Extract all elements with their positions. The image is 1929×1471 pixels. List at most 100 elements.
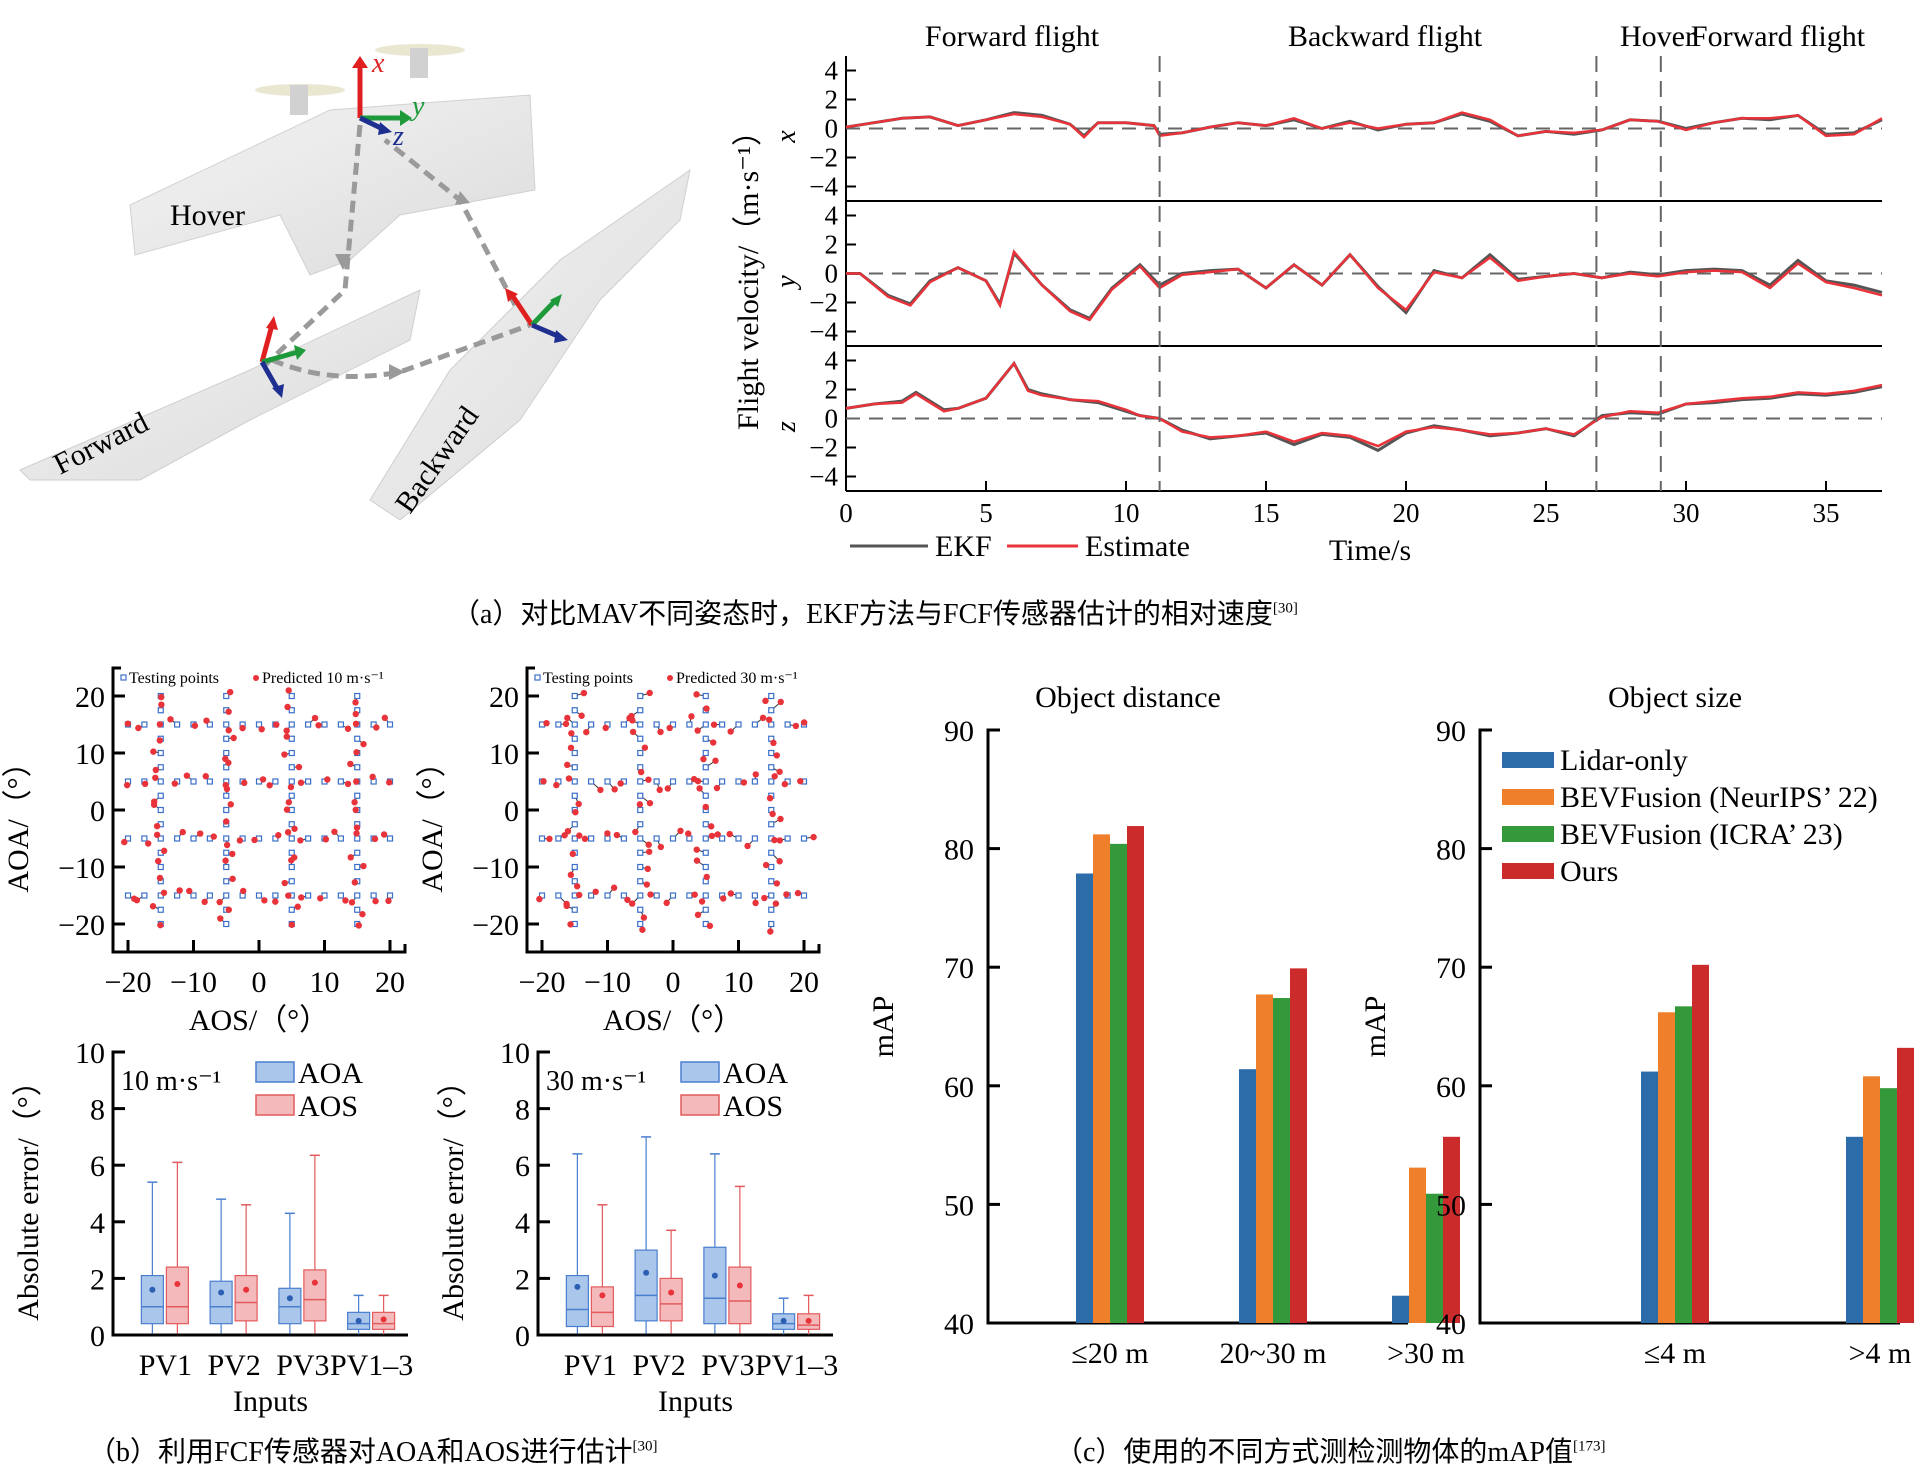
error-link	[290, 860, 293, 868]
predicted-point	[347, 854, 354, 861]
testing-point	[620, 835, 627, 842]
predicted-point	[291, 854, 298, 861]
testing-point	[571, 835, 578, 842]
testing-point	[719, 778, 726, 785]
predicted-point	[121, 838, 128, 846]
testing-point	[337, 835, 344, 842]
testing-point	[768, 749, 775, 757]
chart-title: Object size	[1608, 681, 1742, 714]
x-tick-label: 20~30 m	[1219, 1337, 1326, 1370]
mean-marker	[311, 1279, 318, 1286]
testing-point	[571, 863, 578, 871]
testing-point	[571, 906, 578, 913]
predicted-point	[351, 879, 359, 886]
error-link	[771, 838, 775, 841]
predicted-point	[222, 781, 229, 789]
error-link	[650, 894, 657, 896]
error-link	[160, 850, 165, 854]
testing-point	[288, 863, 295, 871]
error-link	[225, 860, 227, 868]
predicted-point	[604, 830, 611, 837]
error-link	[239, 838, 243, 841]
testing-point	[354, 863, 361, 871]
error-link	[138, 724, 145, 729]
bar-bevfusion-icra-23-	[1880, 1088, 1897, 1323]
testing-point	[637, 735, 644, 742]
error-link	[287, 706, 293, 711]
error-link	[156, 834, 162, 839]
testing-point	[223, 749, 230, 757]
bar-bevfusion-neurips-22-	[1658, 1012, 1675, 1323]
predicted-point	[186, 887, 193, 895]
error-link	[300, 781, 309, 784]
error-link	[351, 895, 358, 903]
error-link	[159, 877, 162, 882]
testing-point	[702, 778, 709, 785]
x-tick-label: ≤20 m	[1071, 1337, 1148, 1370]
y-tick-label: 50	[944, 1189, 974, 1222]
testing-point	[653, 721, 660, 728]
caption-c-ref: [173]	[1573, 1438, 1606, 1455]
testing-point	[719, 892, 726, 899]
predicted-point	[696, 785, 703, 792]
predicted-point	[562, 720, 570, 728]
predicted-point	[727, 890, 735, 897]
error-link	[696, 860, 707, 868]
y-tick-label: 80	[944, 834, 974, 867]
predicted-point	[636, 801, 644, 808]
y-tick-label: 10	[489, 738, 519, 771]
predicted-point	[624, 896, 631, 903]
box	[165, 1266, 189, 1325]
error-link	[697, 724, 707, 731]
testing-point	[288, 792, 295, 799]
estimate-line	[845, 361, 1883, 448]
predicted-point	[714, 831, 721, 838]
testing-point	[354, 835, 361, 842]
predicted-point	[283, 733, 290, 740]
testing-point	[190, 835, 197, 842]
error-link	[640, 880, 648, 885]
bar-bevfusion-icra-23-	[1110, 843, 1127, 1323]
predicted-point	[385, 897, 392, 905]
testing-point	[305, 721, 312, 728]
error-link	[639, 747, 646, 754]
error-link	[656, 724, 661, 733]
predicted-point	[657, 843, 665, 851]
axes-frame	[525, 666, 821, 954]
mean-marker	[780, 1317, 787, 1324]
x-axis-label: Inputs	[233, 1385, 308, 1418]
testing-point	[800, 721, 808, 728]
mean-marker	[599, 1292, 606, 1299]
predicted-point	[693, 857, 701, 864]
bar-lidar-only	[1641, 1071, 1658, 1323]
caption-b-ref: [30]	[632, 1438, 658, 1455]
predicted-point	[287, 783, 295, 791]
y-tick-label: 10	[500, 1037, 530, 1070]
predicted-point	[776, 768, 783, 775]
predicted-point	[573, 883, 581, 890]
x-tick-label: PV2	[632, 1349, 685, 1382]
predicted-point	[149, 903, 157, 910]
y-axis-label: Absolute error/（°）	[437, 1066, 470, 1320]
testing-point	[669, 778, 677, 785]
predicted-point	[352, 710, 359, 718]
testing-point	[702, 806, 709, 814]
predicted-point	[776, 837, 783, 844]
predicted-point	[797, 777, 804, 785]
legend-swatch	[1502, 789, 1554, 805]
x-tick-label: 10	[310, 966, 340, 999]
testing-point	[768, 806, 775, 814]
error-link	[355, 723, 358, 725]
predicted-point	[241, 779, 248, 787]
error-link	[225, 838, 228, 846]
error-link	[738, 781, 744, 783]
x-tick-label: >4 m	[1849, 1337, 1912, 1370]
x-tick-label: 30	[1673, 498, 1700, 528]
x-tick-label: −20	[519, 966, 566, 999]
predicted-point	[602, 724, 609, 732]
y-tick-label: −10	[58, 852, 105, 885]
legend-marker-testing	[534, 674, 541, 681]
y-axis-label: mAP	[867, 996, 900, 1058]
error-link	[632, 731, 641, 740]
predicted-point	[762, 697, 769, 705]
